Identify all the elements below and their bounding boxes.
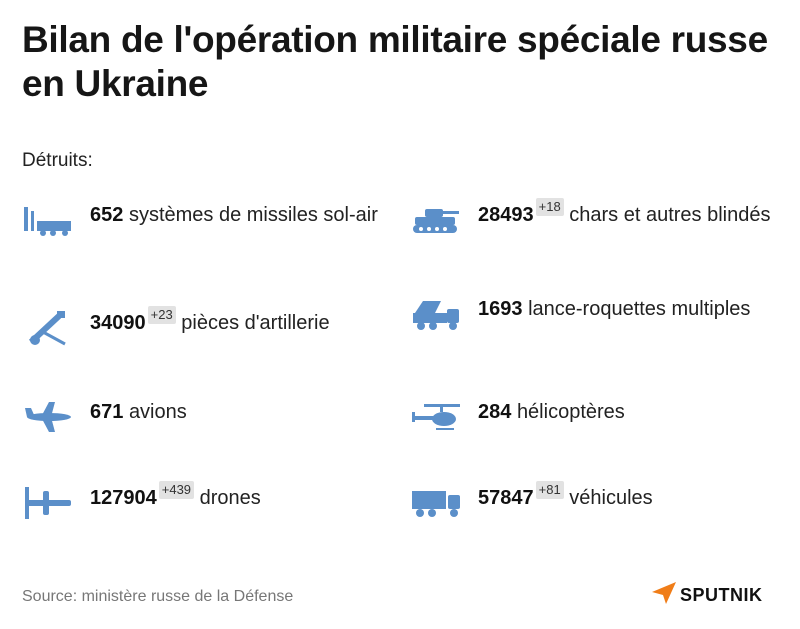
stat-helicopters: 284 hélicoptères <box>410 397 780 437</box>
stat-rocket-launchers: 1693 lance-roquettes multiples <box>410 294 780 334</box>
stat-number: 28493 <box>478 204 534 226</box>
stat-label: systèmes de missiles sol-air <box>128 204 378 226</box>
logo-text: SPUTNIK <box>680 585 763 605</box>
stat-text: 57847 +81 véhicules <box>478 481 653 513</box>
stat-number: 652 <box>90 204 124 226</box>
stat-text: 28493 +18 chars et autres blindés <box>478 198 771 230</box>
subtitle: Détruits: <box>22 150 93 171</box>
stat-text: 1693 lance-roquettes multiples <box>478 294 750 324</box>
stat-text: 284 hélicoptères <box>478 397 625 427</box>
stat-number: 671 <box>90 401 124 423</box>
stat-number: 1693 <box>478 298 523 320</box>
stat-label: hélicoptères <box>516 401 625 423</box>
stat-text: 127904 +439 drones <box>90 481 261 513</box>
missile-launcher-icon <box>22 200 74 240</box>
stat-number: 57847 <box>478 487 534 509</box>
stat-label: pièces d'artillerie <box>181 312 330 334</box>
helicopter-icon <box>410 397 462 437</box>
stat-number: 284 <box>478 401 512 423</box>
stat-delta-badge: +439 <box>158 481 195 499</box>
stat-label: drones <box>199 487 261 509</box>
stat-text: 652 systèmes de missiles sol-air <box>90 200 378 230</box>
airplane-icon <box>22 397 74 437</box>
drone-icon <box>22 483 74 523</box>
stat-label: chars et autres blindés <box>569 204 771 226</box>
sputnik-arrow-icon <box>652 582 676 609</box>
stat-delta-badge: +81 <box>535 481 564 499</box>
stat-drones: 127904 +439 drones <box>22 481 392 523</box>
page-title: Bilan de l'opération militaire spéciale … <box>22 19 768 104</box>
source-note: Source: ministère russe de la Défense <box>22 588 294 605</box>
stat-vehicles: 57847 +81 véhicules <box>410 481 780 523</box>
stat-number: 34090 <box>90 312 146 334</box>
stat-missile-systems: 652 systèmes de missiles sol-air <box>22 200 392 240</box>
stat-delta-badge: +18 <box>535 198 564 216</box>
stat-label: lance-roquettes multiples <box>528 298 751 320</box>
artillery-icon <box>22 308 74 348</box>
sputnik-logo: SPUTNIK <box>652 582 763 609</box>
tank-icon <box>410 200 462 240</box>
stat-tanks: 28493 +18 chars et autres blindés <box>410 198 780 240</box>
stat-planes: 671 avions <box>22 397 392 437</box>
stat-delta-badge: +23 <box>147 306 176 324</box>
stat-label: avions <box>128 401 187 423</box>
stat-label: véhicules <box>569 487 653 509</box>
stat-artillery: 34090 +23 pièces d'artillerie <box>22 306 392 348</box>
stat-text: 671 avions <box>90 397 187 427</box>
rocket-launcher-truck-icon <box>410 294 462 334</box>
stat-number: 127904 <box>90 487 157 509</box>
truck-icon <box>410 483 462 523</box>
stat-text: 34090 +23 pièces d'artillerie <box>90 306 330 338</box>
